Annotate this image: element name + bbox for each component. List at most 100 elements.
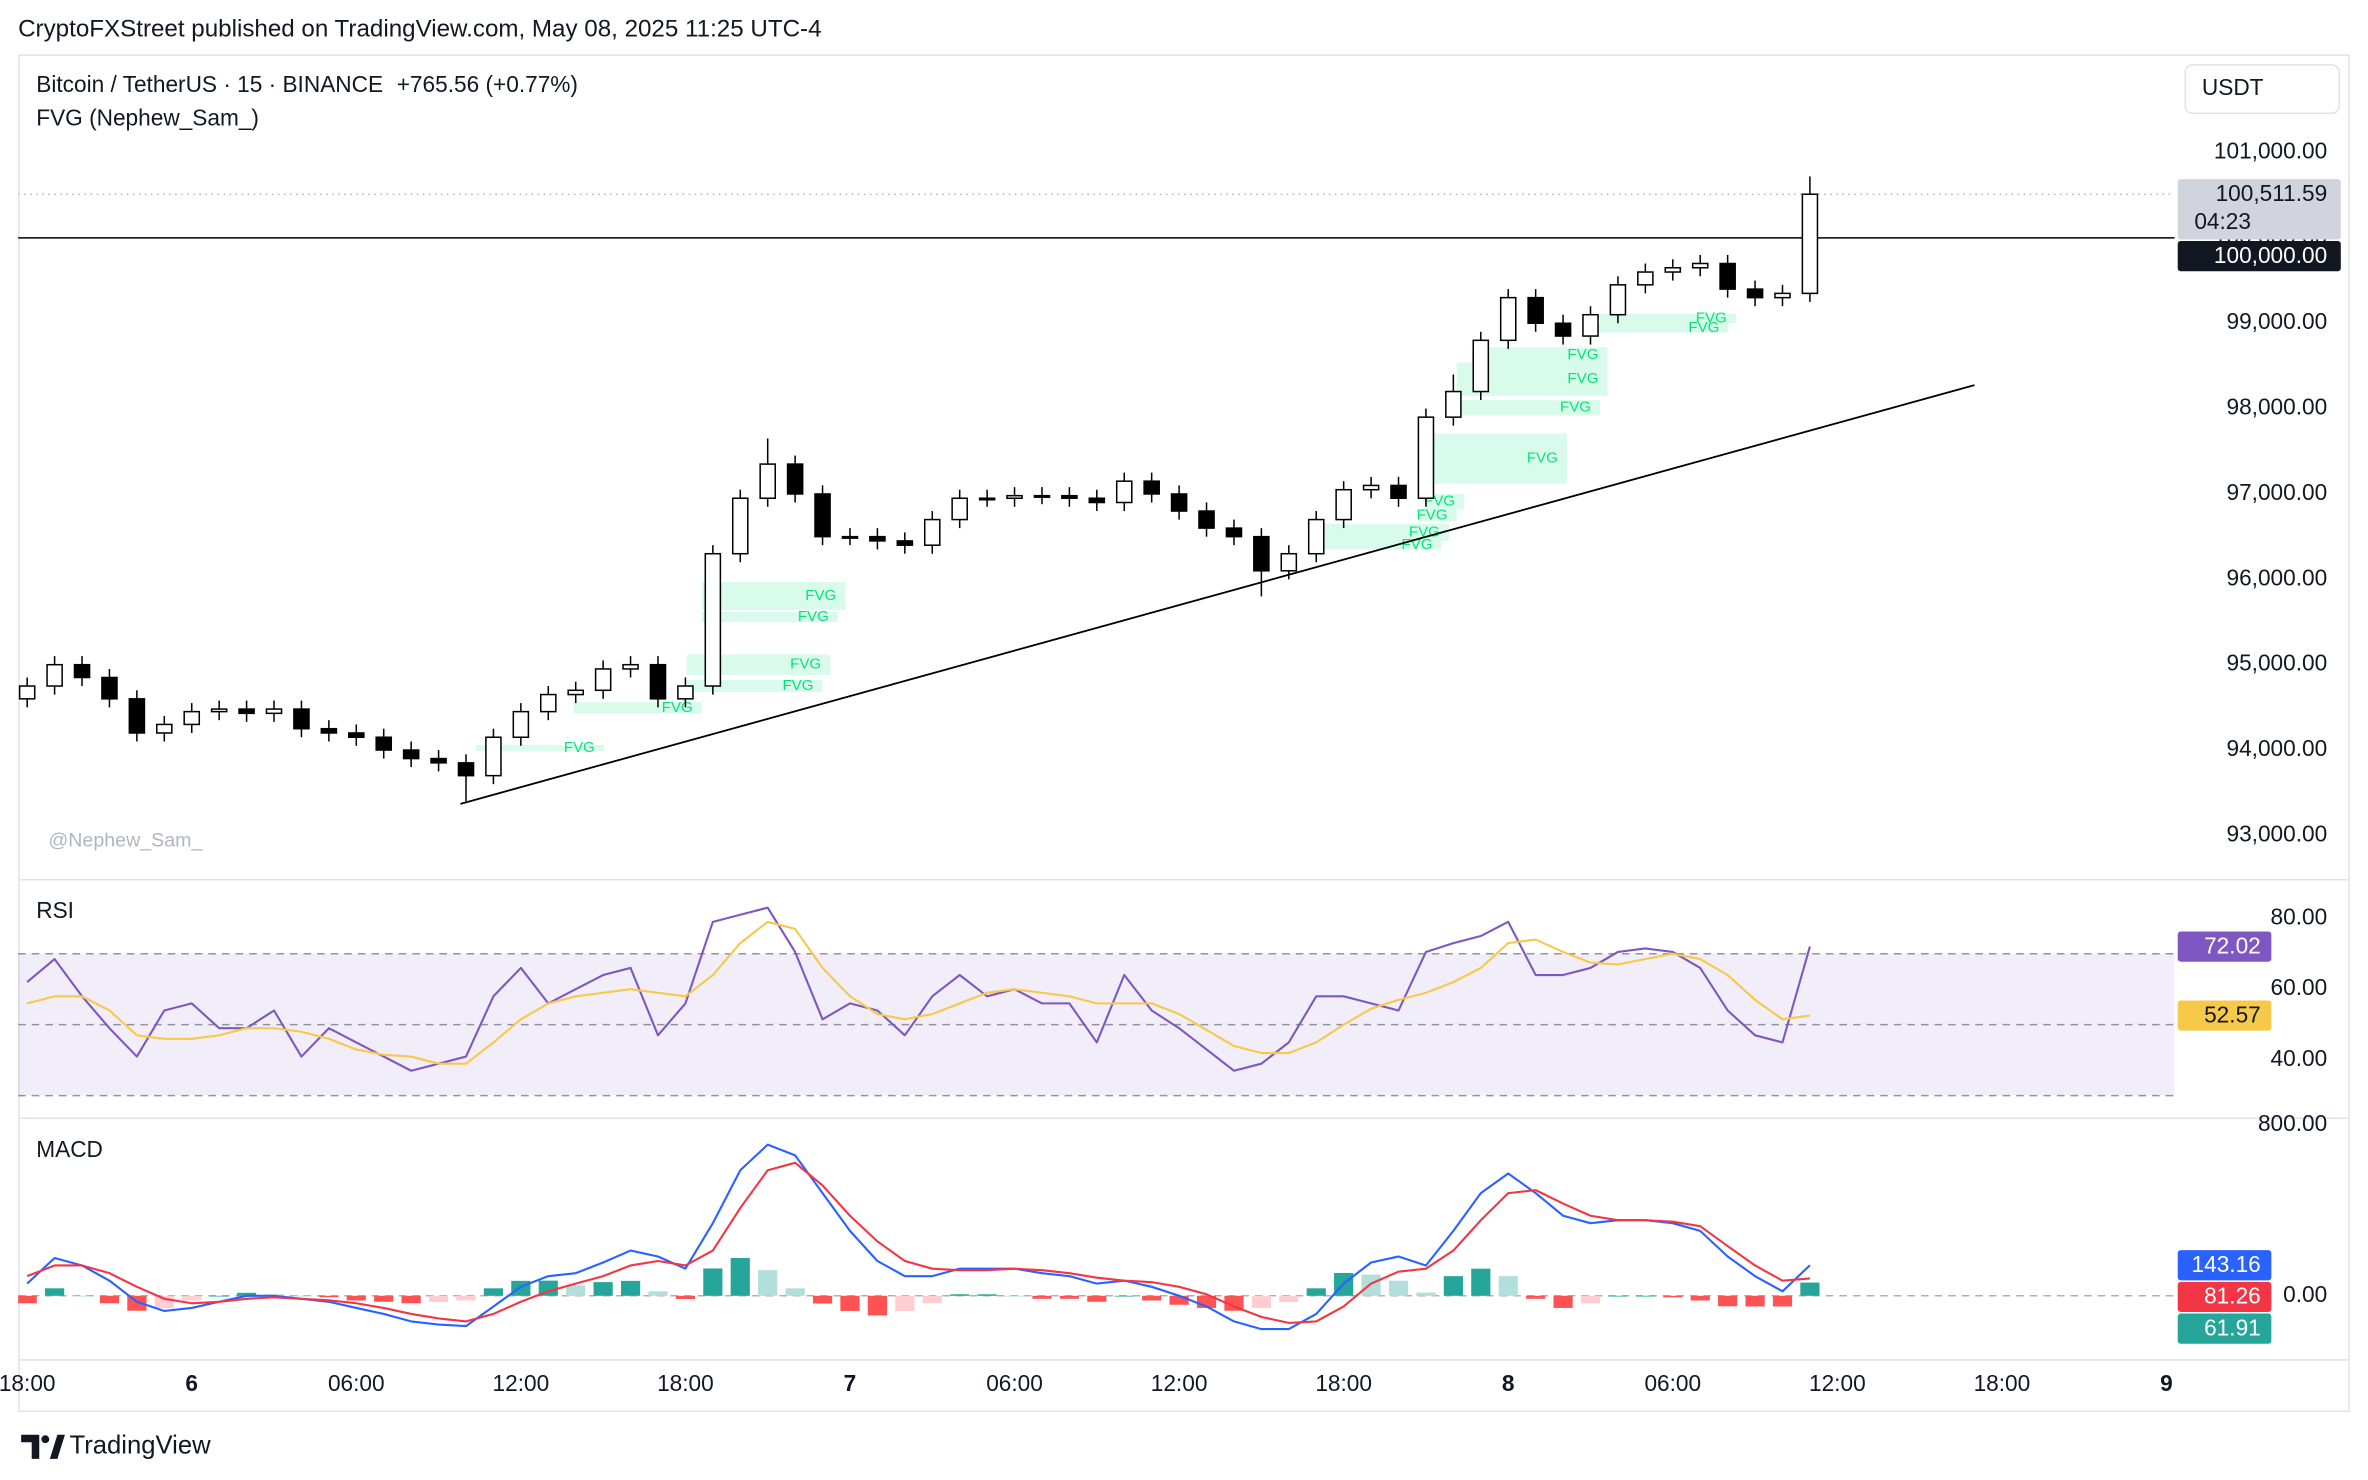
fvg-zone bbox=[475, 744, 604, 751]
histogram-bar bbox=[1169, 1295, 1189, 1305]
histogram-bar bbox=[1032, 1295, 1052, 1299]
candle-body bbox=[1170, 493, 1188, 512]
price-tag-label: 143.16 bbox=[2192, 1251, 2261, 1277]
series-line bbox=[26, 920, 1811, 1065]
price-tag bbox=[2177, 1313, 2272, 1344]
candle-body bbox=[1774, 292, 1791, 299]
price-tag-label: 61.91 bbox=[2204, 1314, 2261, 1340]
price-tag bbox=[2177, 179, 2341, 240]
currency-label[interactable]: USDT bbox=[2202, 74, 2264, 100]
plot-area bbox=[18, 906, 2175, 1097]
histogram-bar bbox=[291, 1295, 312, 1297]
candle-body bbox=[1143, 480, 1160, 495]
candle-body bbox=[1362, 484, 1380, 491]
candle-body bbox=[731, 497, 749, 555]
histogram-bar bbox=[1416, 1292, 1436, 1296]
fvg-zone bbox=[1456, 400, 1601, 416]
fvg-label: FVG bbox=[1567, 346, 1598, 363]
candle-body bbox=[951, 497, 968, 521]
histogram-bar bbox=[1443, 1276, 1463, 1296]
price-tag-label: 100,000.00 bbox=[2214, 242, 2327, 268]
candle-body bbox=[46, 663, 63, 687]
x-tick-label: 18:00 bbox=[0, 1370, 56, 1396]
y-tick-label: 94,000.00 bbox=[2226, 735, 2327, 761]
fvg-zone bbox=[686, 654, 831, 675]
histogram-bar bbox=[1087, 1295, 1107, 1302]
histogram-bar bbox=[1690, 1295, 1710, 1301]
x-tick-label: 8 bbox=[1502, 1370, 1515, 1396]
trendline bbox=[460, 384, 1975, 805]
fvg-zone bbox=[1426, 493, 1465, 510]
candle-body bbox=[923, 518, 941, 546]
x-tick-label: 12:00 bbox=[493, 1370, 550, 1396]
x-tick-label: 06:00 bbox=[986, 1370, 1043, 1396]
fvg-label: FVG bbox=[805, 587, 836, 604]
fvg-label: FVG bbox=[662, 699, 693, 716]
logo-mark bbox=[21, 1434, 40, 1459]
candle-body bbox=[786, 463, 804, 495]
histogram-bar bbox=[1526, 1295, 1546, 1299]
candle-body bbox=[1006, 494, 1023, 499]
histogram-bar bbox=[950, 1294, 970, 1296]
candle-body bbox=[18, 685, 36, 700]
candle-body bbox=[485, 736, 502, 777]
histogram-bar bbox=[1224, 1295, 1244, 1311]
y-tick-label: 97,000.00 bbox=[2226, 479, 2327, 505]
candle-body bbox=[759, 463, 776, 499]
y-tick-label: 800.00 bbox=[2258, 1110, 2327, 1136]
histogram-bar bbox=[977, 1294, 997, 1296]
x-tick-label: 12:00 bbox=[1151, 1370, 1208, 1396]
x-tick-label: 12:00 bbox=[1809, 1370, 1866, 1396]
fvg-label: FVG bbox=[1688, 319, 1719, 336]
x-tick-label: 06:00 bbox=[328, 1370, 385, 1396]
candle-body bbox=[1390, 484, 1407, 499]
histogram-bar bbox=[1471, 1268, 1491, 1296]
plot-area: FVGFVGFVGFVGFVGFVGFVGFVGFVGFVGFVGFVGFVGF… bbox=[18, 176, 2175, 805]
series-line bbox=[26, 1143, 1811, 1331]
candle-body bbox=[156, 723, 173, 734]
fvg-zone bbox=[1418, 433, 1567, 484]
candle-body bbox=[978, 497, 996, 501]
candle-body bbox=[594, 668, 612, 692]
plot-area bbox=[18, 1143, 2175, 1331]
histogram-bar bbox=[593, 1282, 613, 1296]
histogram-bar bbox=[1498, 1276, 1518, 1296]
candle-body bbox=[814, 493, 831, 538]
histogram-bar bbox=[1718, 1295, 1738, 1307]
fvg-label: FVG bbox=[798, 608, 829, 625]
x-tick-label: 18:00 bbox=[1974, 1370, 2031, 1396]
fvg-zone bbox=[1320, 523, 1449, 541]
candle-body bbox=[869, 535, 886, 542]
histogram-bar bbox=[346, 1295, 366, 1301]
candle-body bbox=[1746, 288, 1764, 299]
histogram-bar bbox=[675, 1295, 696, 1299]
histogram-bar bbox=[99, 1295, 120, 1304]
brand-name: TradingView bbox=[69, 1432, 211, 1460]
candle-body bbox=[347, 732, 365, 738]
y-tick-label: 0.00 bbox=[2283, 1281, 2327, 1307]
histogram-bar bbox=[922, 1295, 942, 1304]
histogram-bar bbox=[127, 1295, 147, 1311]
histogram-bar bbox=[703, 1268, 723, 1296]
price-tag-label: 100,511.59 bbox=[2216, 180, 2328, 206]
fvg-label: FVG bbox=[1401, 536, 1432, 553]
candle-body bbox=[1801, 193, 1819, 295]
fvg-zone bbox=[701, 611, 838, 623]
candle-body bbox=[1417, 416, 1435, 499]
currency-button[interactable] bbox=[2184, 64, 2341, 115]
candle-body bbox=[622, 663, 639, 670]
candle-body bbox=[320, 727, 338, 734]
candle-body bbox=[1472, 339, 1490, 393]
histogram-bar bbox=[1059, 1295, 1079, 1299]
candle-body bbox=[1198, 510, 1215, 529]
candle-body bbox=[1499, 296, 1517, 342]
price-tag bbox=[2177, 1281, 2272, 1313]
candle-body bbox=[512, 710, 530, 738]
candle-body bbox=[539, 693, 557, 713]
histogram-bar bbox=[1745, 1295, 1765, 1307]
fvg-label: FVG bbox=[1409, 523, 1440, 540]
candle-body bbox=[1637, 271, 1654, 286]
indicator-name: FVG (Nephew_Sam_) bbox=[36, 104, 259, 130]
candle-body bbox=[677, 685, 694, 700]
histogram-bar bbox=[182, 1295, 202, 1301]
